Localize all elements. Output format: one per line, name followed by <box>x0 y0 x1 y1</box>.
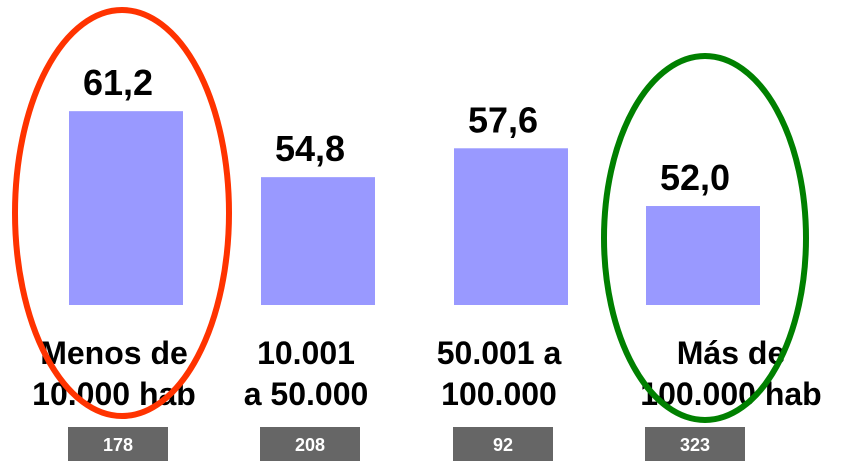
count-label-3: 323 <box>680 435 710 455</box>
bars-layer <box>69 111 760 305</box>
category-label-2-line-0: 50.001 a <box>437 335 562 371</box>
highlight-ellipse-0 <box>12 7 232 419</box>
count-label-2: 92 <box>493 435 513 455</box>
count-box-2 <box>453 427 553 461</box>
value-label-3: 52,0 <box>660 157 730 198</box>
count-box-3 <box>645 427 745 461</box>
count-label-0: 178 <box>103 435 133 455</box>
highlight-ellipse-3 <box>601 53 809 423</box>
bar-2 <box>454 148 568 305</box>
value-label-2: 57,6 <box>468 99 538 140</box>
category-label-1-line-0: 10.001 <box>257 335 355 371</box>
count-label-1: 208 <box>295 435 325 455</box>
value-labels-layer: 61,2 54,8 57,6 52,0 <box>83 62 730 198</box>
counts-layer: 178 208 92 323 <box>68 427 745 461</box>
count-box-1 <box>260 427 360 461</box>
category-label-3-line-0: Más de <box>677 335 785 371</box>
value-label-1: 54,8 <box>275 128 345 169</box>
value-label-0: 61,2 <box>83 62 153 103</box>
bar-0 <box>69 111 183 305</box>
category-label-1-line-1: a 50.000 <box>244 376 369 412</box>
bar-1 <box>261 177 375 305</box>
count-box-0 <box>68 427 168 461</box>
category-label-0-line-0: Menos de <box>40 335 188 371</box>
category-label-2-line-1: 100.000 <box>441 376 557 412</box>
bar-3 <box>646 206 760 305</box>
highlights-layer <box>12 7 809 423</box>
